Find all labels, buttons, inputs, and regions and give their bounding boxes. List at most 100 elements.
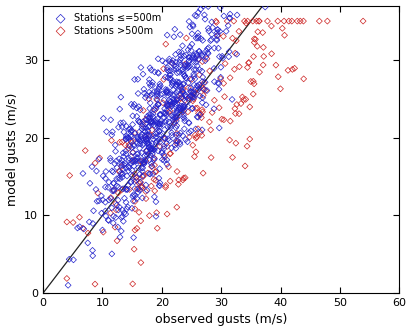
Stations ≤=500m xyxy=(110,188,117,194)
Stations ≤=500m xyxy=(173,82,180,87)
Stations >500m xyxy=(300,19,307,24)
Stations ≤=500m xyxy=(156,183,162,188)
Stations ≤=500m xyxy=(168,99,174,104)
Stations >500m xyxy=(183,36,190,41)
Stations ≤=500m xyxy=(151,69,158,75)
Stations ≤=500m xyxy=(146,132,152,137)
Stations >500m xyxy=(195,111,202,116)
Stations ≤=500m xyxy=(121,129,127,135)
Stations ≤=500m xyxy=(119,124,125,129)
Stations ≤=500m xyxy=(170,96,177,102)
Stations ≤=500m xyxy=(121,196,128,201)
Stations ≤=500m xyxy=(136,104,142,109)
Stations ≤=500m xyxy=(197,93,203,99)
Stations ≤=500m xyxy=(118,161,125,166)
Stations ≤=500m xyxy=(164,103,171,108)
Stations ≤=500m xyxy=(192,76,198,81)
Stations ≤=500m xyxy=(214,30,220,35)
Stations >500m xyxy=(198,84,204,89)
Stations ≤=500m xyxy=(103,213,109,219)
Stations ≤=500m xyxy=(173,110,180,115)
Stations >500m xyxy=(232,50,239,56)
Stations >500m xyxy=(138,185,145,190)
Stations >500m xyxy=(113,207,119,212)
Stations ≤=500m xyxy=(131,77,138,82)
Stations ≤=500m xyxy=(141,91,147,96)
Stations ≤=500m xyxy=(155,128,162,134)
Stations ≤=500m xyxy=(113,176,120,181)
Stations >500m xyxy=(133,178,140,183)
Stations ≤=500m xyxy=(165,75,171,80)
Stations >500m xyxy=(131,206,138,211)
Stations ≤=500m xyxy=(108,196,114,201)
Stations >500m xyxy=(206,119,213,124)
Stations ≤=500m xyxy=(199,52,206,58)
Stations ≤=500m xyxy=(139,165,146,171)
Stations >500m xyxy=(142,134,149,140)
Stations ≤=500m xyxy=(183,137,189,142)
Stations >500m xyxy=(200,87,207,92)
Stations ≤=500m xyxy=(195,115,201,120)
Stations ≤=500m xyxy=(120,154,127,159)
Stations ≤=500m xyxy=(154,93,160,99)
Stations >500m xyxy=(221,94,228,99)
Stations >500m xyxy=(157,144,163,149)
Stations ≤=500m xyxy=(156,137,163,142)
Stations ≤=500m xyxy=(136,129,143,135)
Stations >500m xyxy=(217,76,224,81)
Stations ≤=500m xyxy=(89,248,96,253)
Stations ≤=500m xyxy=(148,161,154,166)
Stations ≤=500m xyxy=(137,188,143,193)
Stations ≤=500m xyxy=(150,171,156,176)
Stations ≤=500m xyxy=(130,159,137,165)
Stations ≤=500m xyxy=(125,135,132,141)
Stations ≤=500m xyxy=(190,22,196,28)
Stations ≤=500m xyxy=(102,184,109,190)
Stations >500m xyxy=(140,174,147,179)
Stations >500m xyxy=(194,105,201,111)
Stations ≤=500m xyxy=(162,75,169,80)
Stations ≤=500m xyxy=(140,119,147,124)
Stations ≤=500m xyxy=(203,102,209,108)
Stations >500m xyxy=(114,238,120,243)
Stations ≤=500m xyxy=(181,62,188,68)
Stations ≤=500m xyxy=(140,141,147,146)
Stations ≤=500m xyxy=(198,36,204,41)
Stations ≤=500m xyxy=(120,186,126,192)
Stations ≤=500m xyxy=(107,156,114,161)
Stations ≤=500m xyxy=(176,70,183,75)
Stations ≤=500m xyxy=(177,130,184,136)
Stations ≤=500m xyxy=(196,86,202,91)
Stations ≤=500m xyxy=(125,168,132,173)
Stations ≤=500m xyxy=(186,121,192,126)
Stations ≤=500m xyxy=(135,91,141,96)
Stations ≤=500m xyxy=(163,112,170,118)
Stations >500m xyxy=(164,211,171,217)
Stations ≤=500m xyxy=(201,87,208,92)
Stations ≤=500m xyxy=(180,81,187,86)
Stations ≤=500m xyxy=(163,141,170,146)
Stations ≤=500m xyxy=(143,148,150,154)
Stations ≤=500m xyxy=(170,101,176,106)
Stations ≤=500m xyxy=(169,132,175,138)
Stations ≤=500m xyxy=(193,60,199,65)
Stations ≤=500m xyxy=(131,143,138,148)
Stations ≤=500m xyxy=(165,103,171,108)
Stations >500m xyxy=(207,127,214,132)
Stations ≤=500m xyxy=(152,124,159,129)
Stations >500m xyxy=(224,19,231,24)
Stations ≤=500m xyxy=(110,220,117,226)
Stations ≤=500m xyxy=(211,79,218,84)
Stations ≤=500m xyxy=(137,107,143,113)
Stations ≤=500m xyxy=(117,95,124,100)
Stations >500m xyxy=(231,67,238,72)
Stations ≤=500m xyxy=(154,90,160,95)
Stations ≤=500m xyxy=(162,87,169,92)
Stations ≤=500m xyxy=(199,79,206,84)
Stations >500m xyxy=(206,68,213,74)
Stations >500m xyxy=(131,227,138,233)
Stations ≤=500m xyxy=(156,176,162,181)
Stations >500m xyxy=(193,135,199,141)
Stations ≤=500m xyxy=(169,102,175,107)
Stations >500m xyxy=(130,158,136,163)
